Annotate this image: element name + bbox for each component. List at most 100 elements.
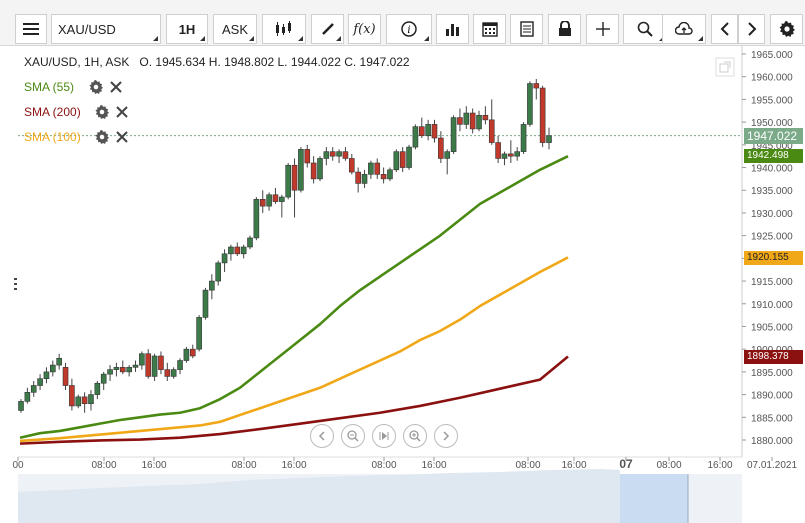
candle (75, 394, 82, 409)
y-tick-label: 1925.000 (751, 232, 793, 243)
candle (279, 194, 285, 218)
candle (310, 156, 317, 184)
candles-icon[interactable] (262, 14, 306, 44)
x-tick-label: 07.01.2021 (747, 460, 797, 471)
candle (412, 124, 419, 150)
y-tick-label: 1890.000 (751, 391, 793, 402)
price-type-label: ASK (221, 21, 248, 37)
price-type-selector[interactable]: ASK (213, 14, 257, 44)
bar-chart-icon[interactable] (436, 14, 469, 44)
candle (393, 149, 400, 173)
candle (355, 167, 361, 193)
candle (37, 374, 43, 391)
timeframe-selector[interactable]: 1H (166, 14, 208, 44)
x-tick-label: 16:00 (707, 460, 732, 471)
candle (62, 362, 69, 391)
y-tick-label: 1940.000 (751, 164, 793, 175)
draw-pen-icon[interactable] (311, 14, 344, 44)
candle (406, 144, 412, 170)
x-tick-label: 16:00 (421, 460, 446, 471)
y-tick-label: 1885.000 (751, 413, 793, 424)
gear-icon[interactable] (94, 129, 110, 145)
expand-icon[interactable] (715, 57, 735, 77)
legend-sma-200[interactable]: SMA (200) (24, 104, 134, 120)
x-tick-label: 16:00 (141, 460, 166, 471)
candle (228, 244, 234, 261)
candle (285, 162, 291, 200)
info-icon[interactable]: i (386, 14, 432, 44)
close-icon[interactable] (108, 79, 124, 95)
candle (234, 242, 241, 257)
timeframe-label: 1H (178, 21, 196, 37)
navigator-panel[interactable] (18, 469, 742, 523)
function-icon[interactable]: f(x) (348, 14, 381, 44)
candle (100, 371, 107, 391)
y-tick-label: 1955.000 (751, 95, 793, 106)
gear-icon[interactable] (770, 14, 803, 44)
y-tick-label: 1950.000 (751, 118, 793, 129)
scroll-right-button[interactable] (434, 424, 458, 448)
candle (253, 197, 260, 241)
cloud-upload-icon[interactable] (662, 14, 706, 44)
chart-header: XAU/USD, 1H, ASK O. 1945.634 H. 1948.802… (24, 55, 410, 69)
price-badge: 1898.378 (744, 349, 803, 364)
left-edge-handle[interactable] (14, 278, 17, 290)
sma-line-55 (19, 155, 569, 439)
candle (425, 119, 431, 141)
legend-sma-100[interactable]: SMA (100) (24, 129, 134, 145)
candle (30, 380, 37, 397)
candle (209, 274, 215, 300)
candle (399, 147, 406, 173)
report-icon[interactable] (510, 14, 543, 44)
zoom-out-button[interactable] (341, 424, 365, 448)
gear-icon[interactable] (94, 104, 110, 120)
zoom-in-button[interactable] (403, 424, 427, 448)
candle (247, 235, 253, 250)
candle (342, 147, 349, 161)
candle (24, 387, 31, 404)
chevron-right-icon[interactable] (738, 14, 765, 44)
candle (457, 108, 463, 132)
y-tick-label: 1905.000 (751, 322, 793, 333)
reset-view-button[interactable] (372, 424, 396, 448)
function-label: f(x) (353, 21, 376, 37)
scroll-left-button[interactable] (310, 424, 334, 448)
candle (18, 399, 24, 413)
candle (113, 362, 120, 377)
x-tick-label: 16:00 (281, 460, 306, 471)
candle (88, 390, 94, 411)
candle (139, 351, 145, 370)
x-tick-label: 08:00 (515, 460, 540, 471)
y-tick-label: 1945.000 (751, 141, 793, 152)
candle (374, 158, 381, 179)
candle (304, 144, 311, 168)
sma-line-100 (19, 256, 569, 443)
zoom-icon[interactable] (623, 14, 667, 44)
candle (291, 158, 298, 218)
legend-sma-100-label: SMA (100) (24, 130, 81, 144)
candle (126, 365, 132, 377)
y-tick-label: 1965.000 (751, 50, 793, 61)
gear-icon[interactable] (88, 79, 104, 95)
candle (132, 360, 139, 372)
calendar-icon[interactable] (473, 14, 506, 44)
candle (189, 344, 196, 359)
y-tick-label: 1895.000 (751, 368, 793, 379)
symbol-selector[interactable]: XAU/USD (51, 14, 161, 44)
candle (380, 167, 387, 184)
legend-sma-55[interactable]: SMA (55) (24, 79, 128, 95)
lock-icon[interactable] (548, 14, 581, 44)
crosshair-icon[interactable] (586, 14, 619, 44)
hamburger-icon[interactable] (15, 14, 47, 44)
candle (158, 351, 164, 375)
price-badge: 1942.498 (744, 149, 803, 164)
candle (387, 167, 393, 182)
legend-sma-55-label: SMA (55) (24, 80, 75, 94)
chart-nav-controls (310, 424, 458, 448)
close-icon[interactable] (114, 129, 130, 145)
navigator-window[interactable] (620, 474, 688, 523)
candle (183, 346, 190, 363)
candle (323, 147, 330, 166)
chevron-left-icon[interactable] (711, 14, 738, 44)
close-icon[interactable] (114, 104, 130, 120)
